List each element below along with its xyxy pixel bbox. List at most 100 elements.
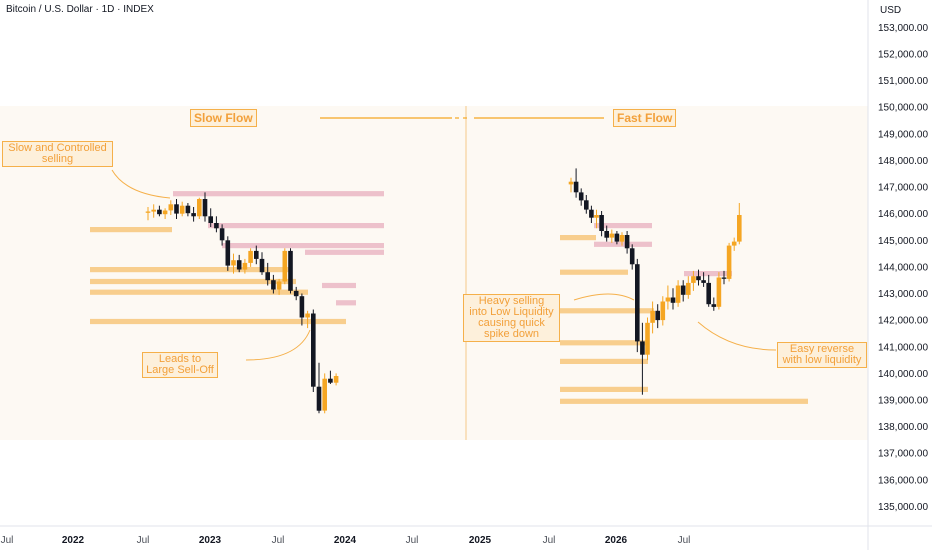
liquidity-zone-above xyxy=(594,223,652,229)
fast-flow-candle xyxy=(737,203,742,245)
candle-body xyxy=(696,276,701,281)
fast-flow-candle xyxy=(599,211,604,237)
candle-body xyxy=(686,282,691,295)
candle-body xyxy=(680,285,686,295)
candle-body xyxy=(619,235,625,242)
time-tick-label: Jul xyxy=(1,535,14,546)
candle-body xyxy=(578,192,584,201)
candle-body xyxy=(174,204,179,214)
fast-flow-candle xyxy=(726,242,732,282)
candle-body xyxy=(333,376,339,383)
fast-flow-candle xyxy=(686,276,691,299)
candle-body xyxy=(599,215,604,231)
time-tick-label: Jul xyxy=(678,535,691,546)
time-axis[interactable]: Jul 2022 Jul 2023 Jul 2024 Jul 2025 Jul 2026 Jul xyxy=(1,535,691,546)
candle-body xyxy=(299,296,305,318)
candle-body xyxy=(208,216,213,223)
fast-flow-candle xyxy=(629,244,635,270)
candle-body xyxy=(716,277,722,307)
fast-flow-candle xyxy=(650,301,655,334)
fast-flow-candle xyxy=(696,269,701,286)
slow-flow-candle xyxy=(168,200,174,215)
slow-flow-candle xyxy=(299,293,305,326)
fast-flow-candle xyxy=(573,168,579,198)
price-axis[interactable]: 153,000.00 152,000.00 151,000.00 150,000.00… xyxy=(878,23,928,513)
time-tick-label: 2022 xyxy=(62,535,85,546)
fast-flow-candle xyxy=(640,322,645,395)
liquidity-zone-below xyxy=(560,358,648,364)
liquidity-zone-below xyxy=(560,340,648,346)
liquidity-zones xyxy=(90,191,808,404)
liquidity-zone-above xyxy=(684,271,732,277)
liquidity-zone-above xyxy=(222,243,384,249)
liquidity-zone-above xyxy=(336,300,356,306)
liquidity-zone-below xyxy=(90,267,292,273)
candle-body xyxy=(645,322,650,355)
candle-body xyxy=(157,209,162,215)
candle-body xyxy=(573,181,579,193)
time-tick-label: 2026 xyxy=(605,535,628,546)
fast-flow-candle xyxy=(614,231,620,245)
slow-flow-candle xyxy=(333,373,339,386)
time-tick-label: 2024 xyxy=(334,535,357,546)
annotation-arrows xyxy=(111,169,777,361)
liquidity-zone-below xyxy=(560,269,628,275)
candle-body xyxy=(248,250,253,263)
price-tick-label: 137,000.00 xyxy=(878,449,928,460)
price-tick-label: 139,000.00 xyxy=(878,396,928,407)
candle-body xyxy=(179,205,185,214)
time-tick-label: Jul xyxy=(543,535,556,546)
currency-label: USD xyxy=(880,5,902,16)
candle-body xyxy=(737,215,742,242)
slow-flow-candle xyxy=(305,310,310,329)
price-tick-label: 144,000.00 xyxy=(878,262,928,273)
candle-body xyxy=(225,240,231,266)
fast-flow-candle xyxy=(691,270,696,291)
fast-flow-candle xyxy=(680,280,686,302)
candle-body xyxy=(288,250,293,291)
candle-body xyxy=(242,262,248,270)
candle-body xyxy=(191,213,196,217)
liquidity-zone-below xyxy=(90,289,308,295)
slow-flow-candle xyxy=(151,204,156,218)
candle-body xyxy=(706,282,711,305)
arrow-slow-selling xyxy=(111,169,171,199)
candles xyxy=(145,168,742,414)
liquidity-zone-below xyxy=(90,278,296,285)
candle-body xyxy=(665,297,671,302)
slow-flow-candle xyxy=(197,197,202,219)
time-tick-label: 2025 xyxy=(469,535,492,546)
fast-flow-candle xyxy=(701,272,706,287)
fast-flow-candle xyxy=(578,188,584,206)
arrow-leads-to xyxy=(245,329,311,361)
price-tick-label: 149,000.00 xyxy=(878,129,928,140)
liquidity-zone-below xyxy=(90,318,346,325)
price-tick-label: 145,000.00 xyxy=(878,236,928,247)
price-tick-label: 135,000.00 xyxy=(878,502,928,513)
candle-body xyxy=(594,215,599,218)
fast-flow-candle xyxy=(706,274,711,307)
candle-body xyxy=(660,301,666,321)
fast-flow-candle xyxy=(716,272,722,310)
price-tick-label: 142,000.00 xyxy=(878,316,928,327)
slow-flow-candle xyxy=(311,309,316,392)
price-tick-label: 141,000.00 xyxy=(878,342,928,353)
candle-body xyxy=(316,386,322,411)
fast-flow-candle xyxy=(645,317,650,361)
slow-flow-candle xyxy=(322,373,327,414)
liquidity-zone-above xyxy=(305,249,384,255)
candle-body xyxy=(293,290,299,297)
candle-body xyxy=(670,297,676,303)
fast-flow-label: Fast Flow xyxy=(613,109,677,127)
fast-flow-candle xyxy=(604,225,609,242)
candle-body xyxy=(162,210,168,215)
candle-body xyxy=(568,181,574,185)
candle-body xyxy=(589,209,594,218)
slow-flow-candle xyxy=(179,201,185,217)
fast-flow-candle xyxy=(670,288,676,310)
fast-flow-shade xyxy=(466,106,868,440)
candle-body xyxy=(328,378,333,383)
price-tick-label: 153,000.00 xyxy=(878,23,928,34)
price-tick-label: 146,000.00 xyxy=(878,209,928,220)
